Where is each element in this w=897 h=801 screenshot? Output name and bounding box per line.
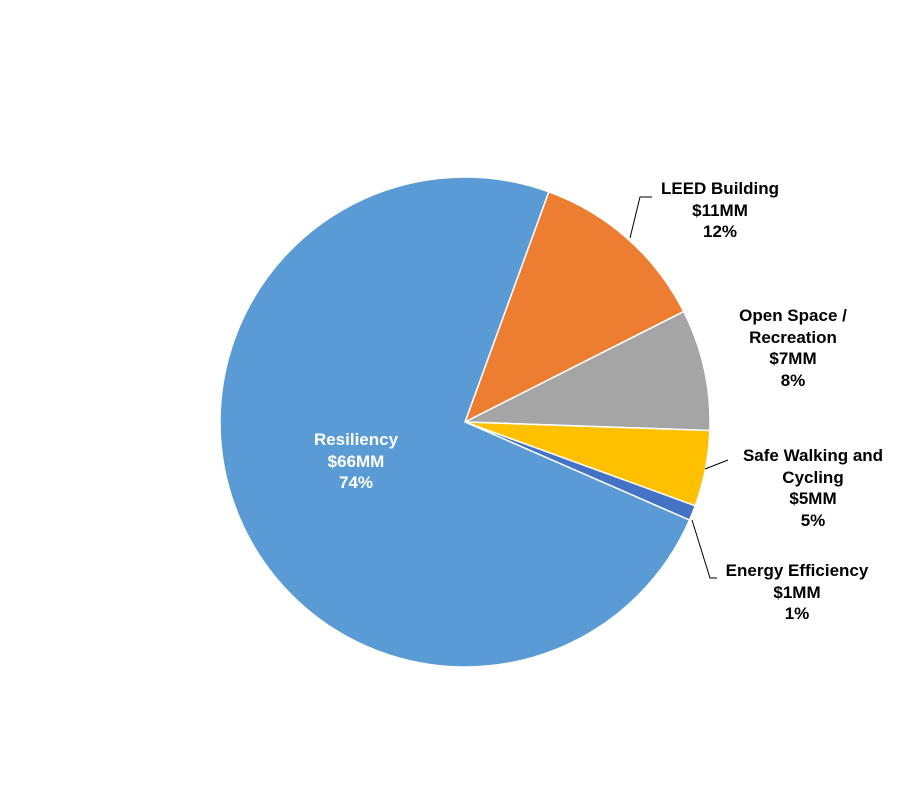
leader-line — [704, 459, 729, 470]
value-label: 74% — [338, 473, 374, 492]
value-label: 5% — [800, 510, 826, 530]
data-label: Resiliency $66MM 74% — [301, 429, 411, 494]
amount-label: $1MM — [773, 582, 821, 602]
category-name: Resiliency — [313, 430, 399, 449]
category-name: Open Space / Recreation — [739, 306, 847, 347]
amount-label: $66MM — [327, 451, 385, 471]
category-name: LEED Building — [660, 179, 780, 198]
pie-slice — [463, 190, 685, 424]
data-label: Open Space / Recreation $7MM 8% — [728, 305, 858, 391]
data-label: LEED Building $11MM 12% — [650, 178, 790, 243]
category-name: Energy Efficiency — [725, 561, 869, 580]
value-label: 1% — [784, 604, 810, 623]
pie-slice — [464, 310, 711, 432]
data-label: Energy Efficiency $1MM 1% — [710, 560, 885, 625]
leader-line — [691, 519, 717, 579]
pie-slice — [219, 176, 691, 668]
value-label: 8% — [780, 370, 806, 390]
amount-label: $7MM — [769, 349, 817, 368]
leader-line — [629, 196, 652, 239]
amount-label: $5MM — [789, 489, 837, 508]
category-name: Safe Walking and Cycling — [742, 446, 884, 487]
amount-label: $11MM — [692, 200, 748, 220]
value-label: 12% — [702, 222, 738, 241]
data-label: Safe Walking and Cycling $5MM 5% — [731, 445, 896, 531]
